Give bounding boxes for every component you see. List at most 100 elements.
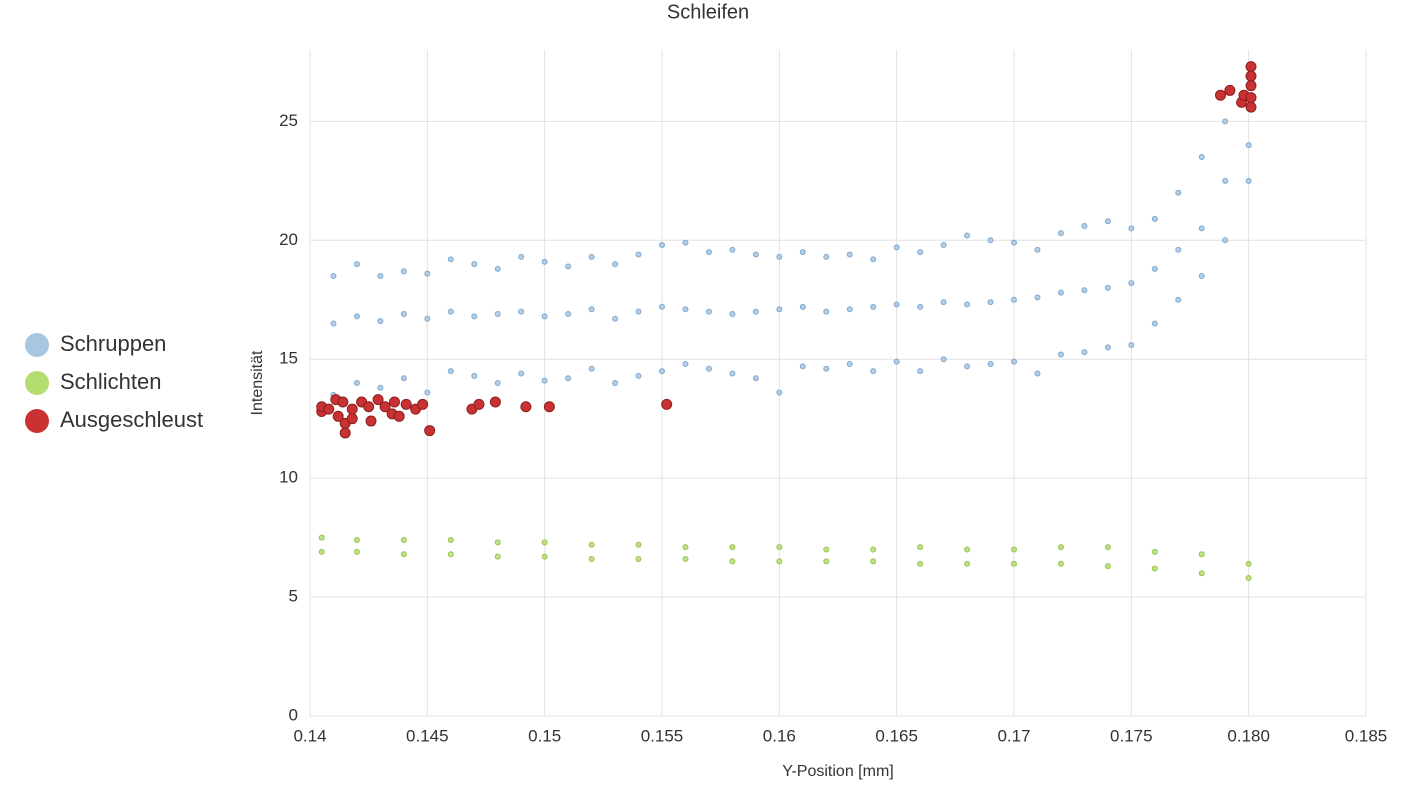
point bbox=[776, 558, 783, 565]
point bbox=[1034, 294, 1041, 301]
point bbox=[1011, 560, 1017, 567]
point bbox=[1151, 565, 1158, 572]
point bbox=[682, 544, 689, 551]
point bbox=[870, 546, 877, 553]
point bbox=[400, 398, 412, 410]
point bbox=[447, 256, 454, 263]
point bbox=[417, 398, 429, 410]
point bbox=[1081, 287, 1088, 294]
point bbox=[752, 375, 759, 382]
point bbox=[940, 242, 947, 249]
point bbox=[471, 372, 478, 379]
y-tick-label: 0 bbox=[289, 705, 298, 724]
point bbox=[823, 253, 830, 260]
point bbox=[541, 539, 548, 546]
point bbox=[1245, 80, 1257, 92]
y-axis-label: Intensität bbox=[249, 350, 266, 415]
point bbox=[1222, 177, 1229, 184]
point bbox=[964, 301, 971, 308]
point bbox=[1222, 118, 1229, 125]
point bbox=[823, 365, 830, 372]
point bbox=[1245, 101, 1257, 113]
point bbox=[893, 301, 900, 308]
point bbox=[489, 396, 501, 408]
x-tick-label: 0.15 bbox=[528, 726, 561, 745]
point bbox=[1057, 544, 1064, 551]
point bbox=[917, 249, 924, 256]
point bbox=[659, 303, 665, 310]
point bbox=[494, 553, 501, 560]
point bbox=[776, 389, 783, 396]
point bbox=[424, 389, 431, 396]
point bbox=[1198, 272, 1205, 279]
point bbox=[1081, 349, 1088, 356]
point bbox=[776, 306, 783, 313]
point bbox=[1198, 570, 1205, 577]
legend-label: Ausgeschleust bbox=[60, 407, 203, 432]
point bbox=[1128, 341, 1135, 348]
point bbox=[987, 299, 994, 306]
point bbox=[729, 544, 736, 551]
point bbox=[1245, 177, 1252, 184]
point bbox=[346, 413, 358, 425]
point bbox=[659, 242, 665, 249]
point bbox=[1245, 92, 1257, 104]
point bbox=[1198, 551, 1205, 558]
point bbox=[964, 560, 971, 567]
point bbox=[1245, 575, 1252, 582]
x-tick-label: 0.175 bbox=[1110, 726, 1153, 745]
point bbox=[363, 401, 375, 413]
point bbox=[1057, 560, 1064, 567]
point bbox=[1104, 284, 1111, 291]
point bbox=[588, 253, 595, 260]
point bbox=[776, 253, 783, 260]
point bbox=[1104, 218, 1111, 225]
point bbox=[612, 315, 619, 322]
point bbox=[565, 375, 572, 382]
point bbox=[893, 244, 900, 251]
point bbox=[447, 536, 454, 543]
point bbox=[1245, 560, 1252, 567]
point bbox=[635, 556, 642, 563]
point bbox=[729, 311, 736, 318]
y-tick-label: 10 bbox=[279, 468, 298, 487]
point bbox=[318, 548, 325, 555]
point bbox=[661, 398, 673, 410]
point bbox=[400, 311, 407, 318]
point bbox=[682, 360, 689, 367]
point bbox=[635, 372, 642, 379]
point bbox=[1175, 246, 1182, 253]
point bbox=[518, 370, 525, 377]
point bbox=[964, 546, 971, 553]
point bbox=[823, 558, 830, 565]
point bbox=[520, 401, 532, 413]
point bbox=[1198, 225, 1205, 232]
point bbox=[400, 375, 407, 382]
x-tick-label: 0.16 bbox=[763, 726, 796, 745]
point bbox=[447, 551, 454, 558]
point bbox=[1151, 215, 1158, 222]
point bbox=[1057, 351, 1064, 358]
point bbox=[588, 306, 595, 313]
point bbox=[1034, 246, 1041, 253]
y-tick-label: 15 bbox=[279, 349, 298, 368]
point bbox=[846, 251, 853, 258]
chart-title: Schleifen bbox=[667, 1, 749, 23]
point bbox=[870, 558, 877, 565]
point bbox=[400, 268, 407, 275]
point bbox=[846, 360, 853, 367]
point bbox=[379, 401, 391, 413]
point bbox=[332, 410, 344, 422]
point bbox=[1151, 320, 1158, 327]
x-tick-label: 0.165 bbox=[875, 726, 918, 745]
point bbox=[705, 308, 712, 315]
point bbox=[565, 263, 572, 270]
legend-swatch bbox=[25, 409, 49, 433]
point bbox=[377, 384, 384, 391]
point bbox=[337, 396, 349, 408]
point bbox=[400, 536, 407, 543]
point bbox=[940, 299, 947, 306]
point bbox=[659, 368, 665, 375]
point bbox=[682, 556, 689, 563]
point bbox=[823, 546, 830, 553]
